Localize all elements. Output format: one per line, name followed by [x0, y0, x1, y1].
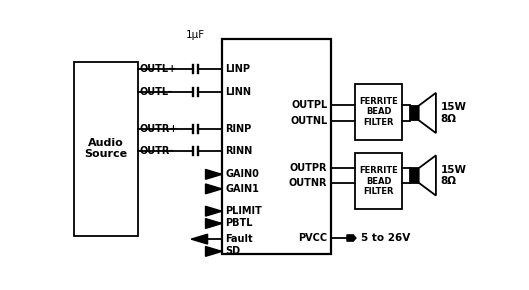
Text: SD: SD [225, 246, 240, 256]
Text: PVCC: PVCC [298, 233, 327, 243]
Text: Fault: Fault [225, 234, 253, 244]
Text: OUTR-: OUTR- [140, 146, 174, 156]
Polygon shape [205, 184, 222, 194]
Bar [355, 153, 403, 209]
Text: OUTL+: OUTL+ [140, 64, 177, 75]
Text: OUTR+: OUTR+ [140, 124, 178, 134]
Bar [355, 84, 403, 140]
Polygon shape [191, 234, 207, 244]
Text: OUTL-: OUTL- [140, 87, 173, 97]
Polygon shape [419, 93, 436, 133]
Bar [409, 106, 419, 120]
Text: RINN: RINN [225, 146, 252, 156]
Polygon shape [205, 206, 222, 216]
Text: OUTNL: OUTNL [290, 116, 327, 126]
Text: PBTL: PBTL [225, 218, 253, 229]
Text: GAIN1: GAIN1 [225, 184, 259, 194]
Polygon shape [347, 235, 356, 241]
Bar [409, 168, 419, 183]
Text: GAIN0: GAIN0 [225, 169, 259, 179]
Text: OUTNR: OUTNR [289, 178, 327, 188]
Text: Audio
Source: Audio Source [85, 138, 127, 160]
Polygon shape [205, 246, 222, 256]
Polygon shape [205, 219, 222, 229]
Text: 5 to 26V: 5 to 26V [361, 233, 411, 243]
Polygon shape [205, 169, 222, 179]
Text: FERRITE
BEAD
FILTER: FERRITE BEAD FILTER [359, 97, 398, 127]
Text: FERRITE
BEAD
FILTER: FERRITE BEAD FILTER [359, 166, 398, 196]
Bar [222, 39, 331, 254]
Text: LINP: LINP [225, 64, 250, 75]
Polygon shape [419, 155, 436, 195]
Text: OUTPR: OUTPR [290, 163, 327, 173]
Bar [74, 61, 138, 236]
Text: 1μF: 1μF [186, 30, 205, 40]
Text: LINN: LINN [225, 87, 251, 97]
Text: PLIMIT: PLIMIT [225, 206, 262, 216]
Text: RINP: RINP [225, 124, 251, 134]
Text: 15W
8Ω: 15W 8Ω [441, 102, 467, 124]
Text: OUTPL: OUTPL [291, 100, 327, 110]
Text: 15W
8Ω: 15W 8Ω [441, 165, 467, 186]
